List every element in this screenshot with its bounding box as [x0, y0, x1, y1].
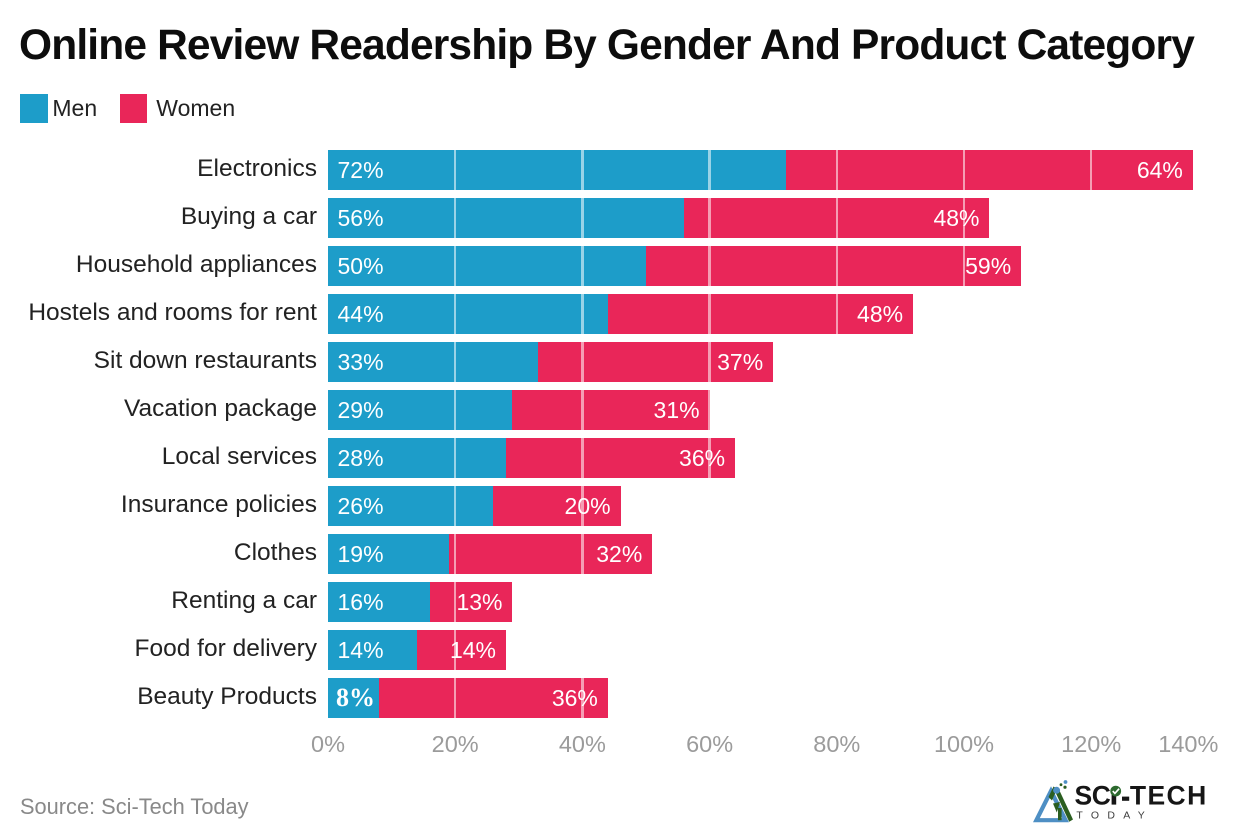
- svg-text:TECH: TECH: [1130, 781, 1208, 811]
- svg-text:SC: SC: [1075, 781, 1111, 811]
- svg-text:TODAY: TODAY: [1076, 810, 1153, 822]
